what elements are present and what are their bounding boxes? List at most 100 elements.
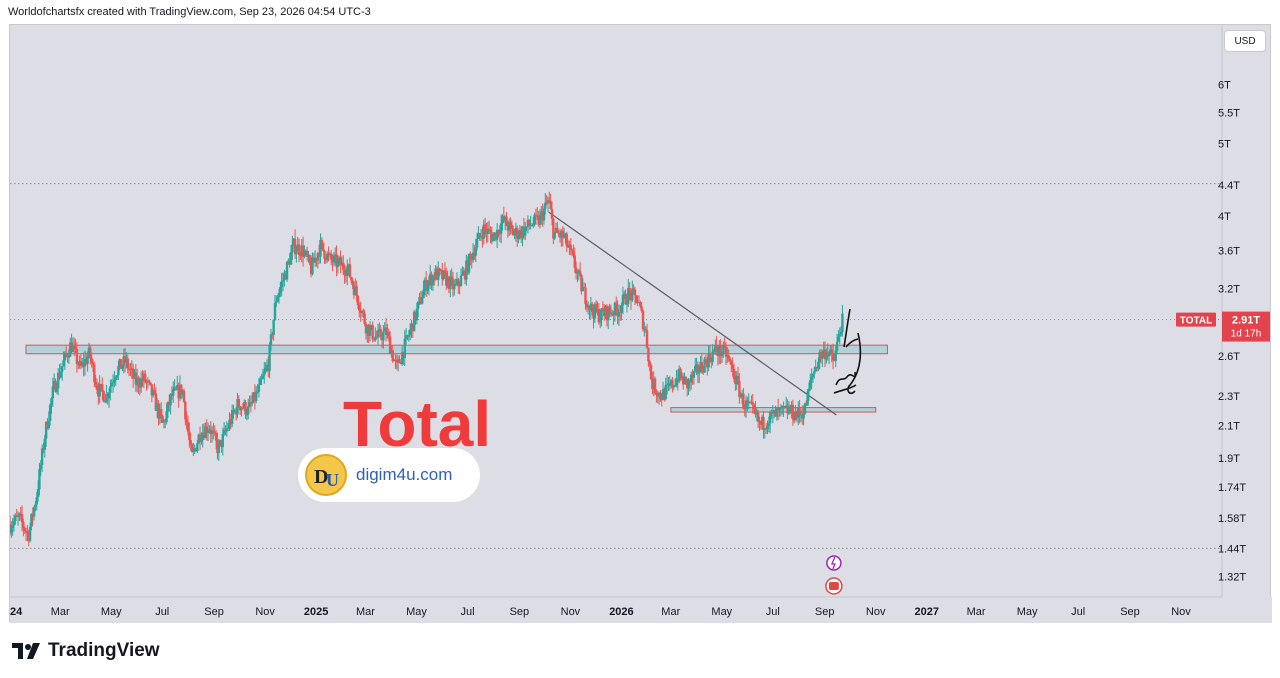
chart-area[interactable]: 6T 5.5T 5T 4.4T 4T 3.6T 3.2T 2.6T 2.3T 2.1T 1.9T 1.…: [9, 24, 1272, 623]
candle-body: [764, 428, 768, 430]
candle-body: [621, 294, 625, 306]
candle-body: [293, 238, 297, 255]
candle-body: [50, 398, 53, 405]
candle-body: [85, 359, 88, 364]
candle-body: [628, 287, 631, 293]
candle-body: [292, 238, 295, 245]
candle-body: [449, 276, 452, 289]
candle-body: [704, 359, 708, 361]
candle-body: [434, 268, 437, 280]
x-tick-label: Nov: [866, 606, 886, 618]
currency-button[interactable]: USD: [1224, 30, 1266, 52]
candle-body: [603, 311, 606, 316]
candle-body: [126, 358, 129, 369]
candle-body: [681, 376, 685, 385]
candle-body: [173, 387, 176, 390]
candle-body: [18, 513, 21, 517]
candle-body: [300, 245, 303, 257]
candle-body: [354, 286, 357, 296]
price-chart[interactable]: 6T 5.5T 5T 4.4T 4T 3.6T 3.2T 2.6T 2.3T 2.1T 1.9T 1.…: [10, 25, 1272, 623]
candle-body: [70, 342, 73, 352]
candle-body: [478, 233, 481, 237]
candle-body: [501, 216, 504, 224]
candle-body: [487, 228, 491, 231]
candle-body: [284, 273, 287, 280]
candle-body: [538, 215, 542, 225]
candle-body: [735, 375, 738, 384]
candle-body: [150, 384, 154, 396]
candle-body: [71, 345, 75, 352]
candle-body: [502, 216, 506, 221]
candle-body: [740, 393, 744, 396]
candle-body: [503, 216, 507, 221]
candle-body: [32, 507, 36, 517]
candle-body: [751, 402, 754, 405]
candle-body: [36, 489, 40, 498]
candle-body: [356, 295, 360, 306]
candle-body: [54, 380, 57, 392]
candle-body: [443, 270, 447, 273]
candle-body: [581, 287, 584, 292]
candle-body: [58, 372, 61, 378]
candle-body: [77, 364, 80, 366]
candle-body: [158, 408, 162, 419]
candle-body: [463, 270, 467, 280]
candle-body: [185, 419, 188, 423]
candle-body: [594, 304, 598, 312]
candle-body: [251, 401, 254, 404]
candle-body: [44, 422, 48, 439]
candle-body: [74, 346, 77, 349]
candle-body: [497, 229, 500, 234]
x-tick-label: May: [101, 606, 122, 618]
candle-body: [234, 409, 238, 415]
candle-body: [212, 430, 215, 432]
candle-body: [617, 312, 621, 317]
candle-body: [425, 279, 428, 291]
candle-body: [217, 443, 220, 454]
candle-body: [230, 410, 234, 425]
candle-body: [347, 264, 350, 268]
candle-body: [839, 331, 843, 335]
candle-body: [232, 410, 235, 413]
candle-body: [332, 255, 336, 263]
candle-body: [712, 350, 716, 352]
candle-body: [794, 412, 797, 420]
x-tick-label: Jul: [461, 606, 475, 618]
candle-body: [714, 345, 717, 351]
candle-body: [89, 347, 92, 359]
candle-body: [392, 359, 396, 362]
candle-body: [795, 412, 799, 418]
candle-body: [554, 227, 558, 232]
y-tick-label: 1.44T: [1218, 543, 1246, 555]
candle-body: [31, 513, 34, 517]
candle-body: [182, 390, 186, 402]
candle-body: [324, 258, 328, 261]
candle-body: [557, 232, 560, 235]
candle-body: [611, 313, 614, 315]
candle-body: [26, 531, 29, 533]
candle-body: [255, 391, 258, 401]
candle-body: [720, 354, 724, 357]
candle-body: [643, 328, 646, 330]
candle-body: [125, 358, 128, 363]
candle-body: [435, 268, 439, 280]
candle-body: [570, 249, 574, 252]
candle-body: [186, 422, 190, 432]
candle-body: [560, 231, 563, 238]
candle-body: [110, 383, 113, 387]
candle-body: [119, 359, 123, 369]
candle-body: [315, 258, 318, 261]
candle-body: [793, 419, 796, 421]
watermark-text: digim4u.com: [356, 465, 453, 484]
candle-body: [556, 227, 559, 233]
candle-body: [663, 389, 666, 400]
candle-body: [645, 330, 649, 348]
candle-body: [380, 337, 384, 341]
candle-body: [348, 264, 352, 278]
tradingview-brand[interactable]: TradingView: [12, 640, 160, 662]
candle-body: [122, 356, 125, 366]
candle-body: [285, 262, 289, 280]
candle-body: [593, 304, 597, 319]
candle-body: [202, 432, 206, 438]
candle-body: [783, 406, 787, 408]
